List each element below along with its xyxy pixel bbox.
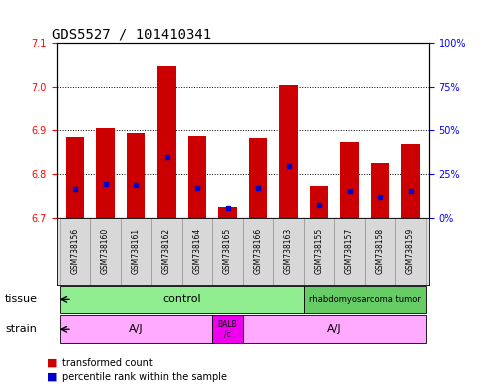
Bar <box>401 144 420 218</box>
Bar <box>212 218 243 285</box>
Bar <box>249 138 267 218</box>
Bar <box>310 186 328 218</box>
Bar <box>121 218 151 285</box>
Bar <box>188 136 206 218</box>
Text: strain: strain <box>5 324 37 334</box>
Text: transformed count: transformed count <box>62 358 152 368</box>
Text: ■: ■ <box>47 358 57 368</box>
Bar <box>341 142 359 218</box>
Text: BALB
/c: BALB /c <box>218 319 238 339</box>
Text: A/J: A/J <box>327 324 342 334</box>
Text: GSM738165: GSM738165 <box>223 228 232 275</box>
Bar <box>395 218 426 285</box>
Bar <box>66 137 84 218</box>
Bar <box>157 66 176 218</box>
Bar <box>60 286 304 313</box>
Bar <box>182 218 212 285</box>
Text: percentile rank within the sample: percentile rank within the sample <box>62 372 227 382</box>
Text: GSM738158: GSM738158 <box>376 228 385 275</box>
Text: GSM738163: GSM738163 <box>284 228 293 275</box>
Text: GSM738159: GSM738159 <box>406 228 415 275</box>
Text: ■: ■ <box>47 372 57 382</box>
Bar <box>243 218 273 285</box>
Text: GSM738164: GSM738164 <box>193 228 202 275</box>
Bar <box>334 218 365 285</box>
Bar <box>243 316 426 343</box>
Bar <box>304 286 426 313</box>
Text: GDS5527 / 101410341: GDS5527 / 101410341 <box>52 27 211 41</box>
Bar <box>280 85 298 218</box>
Text: tissue: tissue <box>5 294 38 305</box>
Text: control: control <box>163 294 201 305</box>
Bar <box>304 218 334 285</box>
Text: GSM738162: GSM738162 <box>162 228 171 275</box>
Bar <box>151 218 182 285</box>
Text: GSM738160: GSM738160 <box>101 228 110 275</box>
Bar <box>218 207 237 218</box>
Text: GSM738157: GSM738157 <box>345 228 354 275</box>
Bar <box>96 128 115 218</box>
Text: GSM738156: GSM738156 <box>70 228 79 275</box>
Text: rhabdomyosarcoma tumor: rhabdomyosarcoma tumor <box>309 295 421 304</box>
Bar <box>127 133 145 218</box>
Bar <box>90 218 121 285</box>
Bar <box>273 218 304 285</box>
Bar <box>60 316 212 343</box>
Bar <box>371 163 389 218</box>
Text: GSM738161: GSM738161 <box>132 228 141 275</box>
Text: GSM738166: GSM738166 <box>253 228 263 275</box>
Bar <box>60 218 90 285</box>
Bar <box>212 316 243 343</box>
Text: GSM738155: GSM738155 <box>315 228 323 275</box>
Bar <box>365 218 395 285</box>
Text: A/J: A/J <box>129 324 143 334</box>
